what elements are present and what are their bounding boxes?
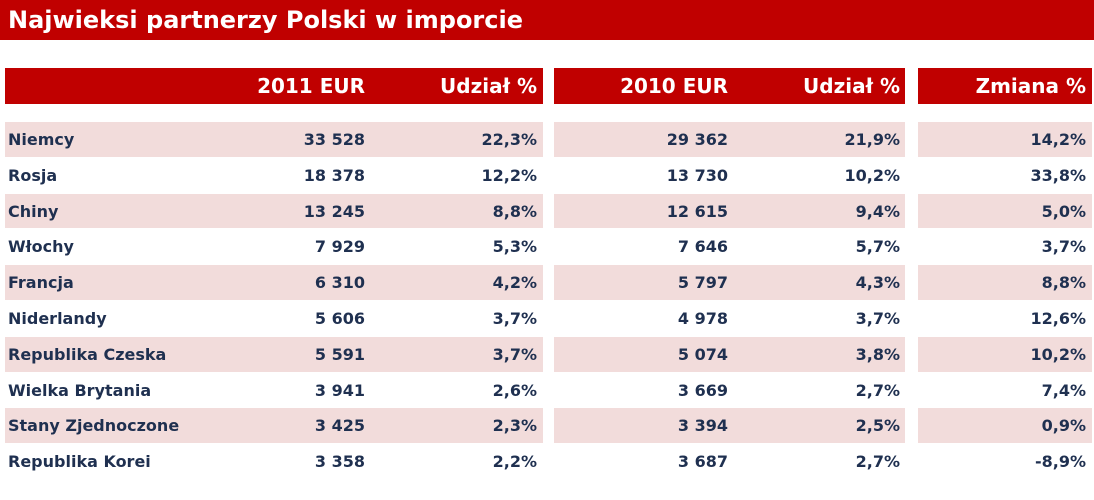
column-header: Udział % [803,74,900,98]
table-cell: 4 978 [677,309,728,328]
country-name: Francja [8,273,74,293]
table-cell: 6 310 [314,273,365,293]
country-name: Wielka Brytania [8,380,152,400]
table-cell: 9,4% [855,201,900,221]
table-cell: 3 669 [677,380,728,400]
table-cell: 18 378 [303,165,365,185]
table-cell: 33,8% [1030,165,1086,185]
country-name: Rosja [8,165,58,185]
table-cell: 4,2% [492,273,537,293]
table-cell: 4,3% [855,273,900,293]
table-cell: 3 358 [314,452,365,472]
country-name: Republika Korei [8,452,151,472]
table-cell: 7,4% [1041,380,1086,400]
row-band [5,122,543,157]
row-band [918,122,1092,157]
table-cell: 5,3% [492,237,537,257]
table-cell: 3,8% [855,344,900,364]
row-band [918,336,1092,372]
table-cell: 5 797 [677,273,728,293]
table-cell: 5 606 [314,309,365,328]
table-cell: 3 425 [314,416,365,436]
table-cell: 5,0% [1041,201,1086,221]
table-cell: 29 362 [666,130,728,149]
table-cell: 21,9% [844,130,900,149]
table-cell: 5 074 [677,344,728,364]
table-cell: 8,8% [1041,273,1086,293]
table-cell: 3,7% [492,309,537,328]
table-cell: 2,7% [855,380,900,400]
table-cell: 13 245 [303,201,365,221]
title: Najwieksi partnerzy Polski w imporcie [8,6,523,34]
table-cell: 10,2% [1030,344,1086,364]
table-cell: 13 730 [666,165,728,185]
table-cell: 7 929 [314,237,365,257]
row-band [5,265,543,300]
table-cell: 2,5% [855,416,900,436]
row-band [554,408,905,444]
table-cell: 3 687 [677,452,728,472]
country-name: Niderlandy [8,309,107,328]
table-cell: 3,7% [492,344,537,364]
country-name: Niemcy [8,130,75,149]
country-name: Chiny [8,201,59,221]
title-bar [0,0,1094,40]
column-header: Zmiana % [975,74,1086,98]
table-cell: 2,6% [492,380,537,400]
table-cell: -8,9% [1034,452,1086,472]
row-band [5,408,543,444]
column-header: 2010 EUR [620,74,728,98]
country-name: Republika Czeska [8,344,167,364]
table-cell: 5 591 [314,344,365,364]
table-cell: 2,7% [855,452,900,472]
row-band [918,193,1092,229]
table-cell: 3 941 [314,380,365,400]
table-cell: 33 528 [303,130,365,149]
table-cell: 5,7% [855,237,900,257]
row-band [918,408,1092,444]
row-band [5,336,543,372]
country-name: Stany Zjednoczone [8,416,180,436]
row-band [554,122,905,157]
table-cell: 2,2% [492,452,537,472]
table-cell: 8,8% [492,201,537,221]
table-cell: 12,2% [481,165,537,185]
header-group [5,68,543,104]
table-cell: 12,6% [1030,309,1086,328]
header-group [918,68,1092,104]
row-band [554,336,905,372]
row-band [5,193,543,229]
column-header: 2011 EUR [257,74,365,98]
row-band [554,265,905,300]
table-cell: 3,7% [1041,237,1086,257]
row-band [918,265,1092,300]
header-group [554,68,905,104]
table-cell: 3 394 [677,416,728,436]
column-header: Udział % [440,74,537,98]
table-cell: 0,9% [1041,416,1086,436]
table-cell: 2,3% [492,416,537,436]
table-cell: 10,2% [844,165,900,185]
row-band [554,193,905,229]
table-cell: 22,3% [481,130,537,149]
country-name: Włochy [8,237,74,257]
table-cell: 12 615 [666,201,728,221]
table-cell: 14,2% [1030,130,1086,149]
table-cell: 7 646 [677,237,728,257]
table-cell: 3,7% [855,309,900,328]
